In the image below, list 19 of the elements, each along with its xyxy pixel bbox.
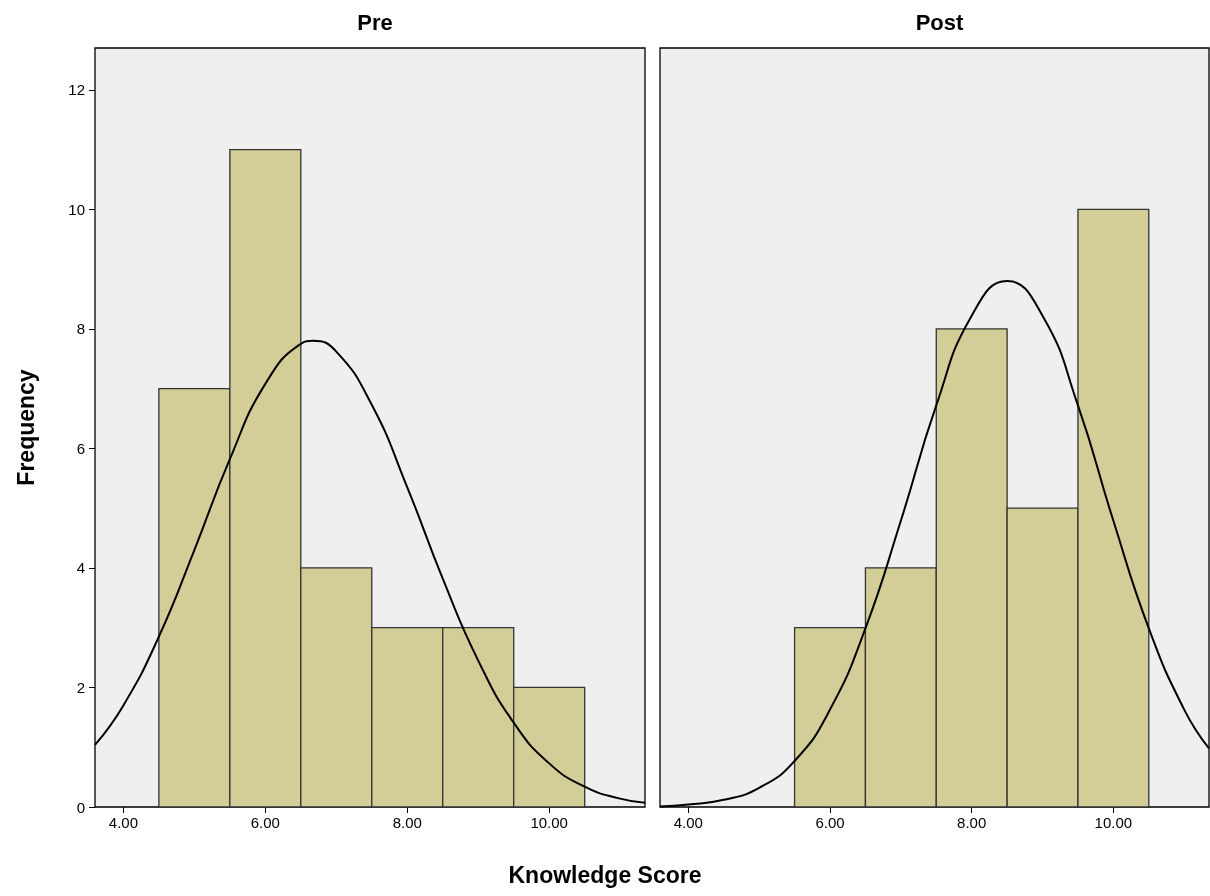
y-tick-label: 0 — [76, 798, 85, 816]
y-tick-label: 8 — [76, 320, 85, 338]
x-tick-label: 6.00 — [250, 814, 280, 831]
x-axis-title: Knowledge Score — [507, 862, 703, 889]
y-tick-label: 12 — [68, 81, 85, 99]
x-tick-label: 6.00 — [815, 814, 845, 831]
chart-title: Post — [915, 9, 964, 35]
chart-title: Pre — [357, 9, 393, 35]
y-tick-label: 10 — [68, 200, 85, 218]
y-tick-label: 2 — [76, 678, 85, 696]
y-tick-label: 4 — [76, 559, 85, 577]
x-tick-label: 8.00 — [392, 814, 422, 831]
y-tick-label: 6 — [76, 439, 85, 457]
x-tick-label: 10.00 — [1094, 814, 1133, 831]
x-tick-label: 4.00 — [673, 814, 703, 831]
x-tick-label: 10.00 — [530, 814, 568, 831]
y-axis-title: Frequency — [12, 369, 39, 486]
x-tick-label: 4.00 — [108, 814, 138, 831]
x-tick-label: 8.00 — [957, 814, 987, 831]
